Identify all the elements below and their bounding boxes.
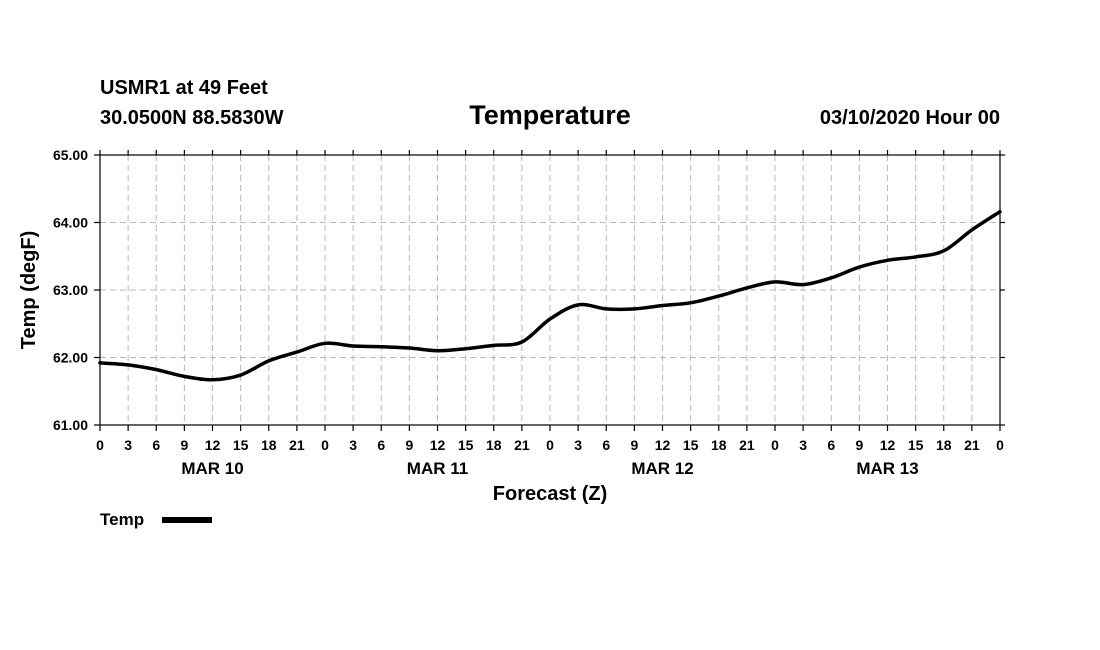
x-tick-label: 0 bbox=[96, 437, 104, 453]
gridlines bbox=[100, 155, 1000, 425]
y-tick-label: 64.00 bbox=[53, 215, 88, 231]
x-tick-label: 3 bbox=[574, 437, 582, 453]
x-tick-label: 9 bbox=[855, 437, 863, 453]
y-tick-label: 62.00 bbox=[53, 350, 88, 366]
x-tick-label: 3 bbox=[349, 437, 357, 453]
day-label: MAR 13 bbox=[856, 459, 918, 478]
day-label: MAR 12 bbox=[631, 459, 693, 478]
legend-label: Temp bbox=[100, 510, 144, 529]
chart-title: Temperature bbox=[469, 100, 631, 130]
x-tick-label: 18 bbox=[711, 437, 727, 453]
x-tick-label: 21 bbox=[739, 437, 755, 453]
x-tick-label: 3 bbox=[799, 437, 807, 453]
x-tick-label: 9 bbox=[180, 437, 188, 453]
y-axis-title: Temp (degF) bbox=[18, 231, 40, 350]
coordinates-label: 30.0500N 88.5830W bbox=[100, 107, 284, 129]
x-tick-label: 21 bbox=[289, 437, 305, 453]
day-label: MAR 11 bbox=[407, 459, 468, 478]
x-tick-label: 6 bbox=[602, 437, 610, 453]
y-tick-label: 63.00 bbox=[53, 282, 88, 298]
x-tick-label: 0 bbox=[771, 437, 779, 453]
x-tick-label: 18 bbox=[936, 437, 952, 453]
x-tick-label: 15 bbox=[233, 437, 249, 453]
plot-frame bbox=[99, 154, 1001, 426]
x-tick-label: 0 bbox=[321, 437, 329, 453]
datetime-label: 03/10/2020 Hour 00 bbox=[820, 107, 1000, 129]
y-tick-label: 61.00 bbox=[53, 417, 88, 433]
x-tick-label: 15 bbox=[908, 437, 924, 453]
legend: Temp bbox=[100, 510, 212, 529]
y-tick-label: 65.00 bbox=[53, 147, 88, 163]
temp-series-line bbox=[98, 209, 1002, 382]
x-tick-label: 12 bbox=[205, 437, 221, 453]
x-tick-label: 6 bbox=[377, 437, 385, 453]
x-tick-label: 18 bbox=[261, 437, 277, 453]
x-tick-label: 12 bbox=[430, 437, 446, 453]
day-labels: MAR 10 MAR 11 MAR 12 MAR 13 bbox=[181, 459, 918, 478]
x-axis-title: Forecast (Z) bbox=[493, 483, 607, 505]
x-tick-label: 0 bbox=[546, 437, 554, 453]
x-tick-label: 21 bbox=[964, 437, 980, 453]
x-tick-label: 15 bbox=[458, 437, 474, 453]
x-tick-label: 9 bbox=[405, 437, 413, 453]
x-tick-label: 3 bbox=[124, 437, 132, 453]
day-label: MAR 10 bbox=[181, 459, 243, 478]
x-tick-label: 12 bbox=[880, 437, 896, 453]
x-tick-label: 0 bbox=[996, 437, 1004, 453]
x-tick-label: 15 bbox=[683, 437, 699, 453]
x-tick-label: 6 bbox=[827, 437, 835, 453]
x-axis-ticks: 0 3 6 9 12 15 18 21 0 3 6 9 12 15 18 21 0 3 6 9 12 15 18 21 0 3 6 9… bbox=[96, 150, 1004, 453]
x-tick-label: 6 bbox=[152, 437, 160, 453]
x-tick-label: 21 bbox=[514, 437, 530, 453]
x-tick-label: 9 bbox=[630, 437, 638, 453]
station-label: USMR1 at 49 Feet bbox=[100, 77, 268, 99]
y-axis-ticks: 61.00 62.00 63.00 64.00 65.00 bbox=[53, 147, 1005, 433]
x-tick-label: 18 bbox=[486, 437, 502, 453]
x-tick-label: 12 bbox=[655, 437, 671, 453]
